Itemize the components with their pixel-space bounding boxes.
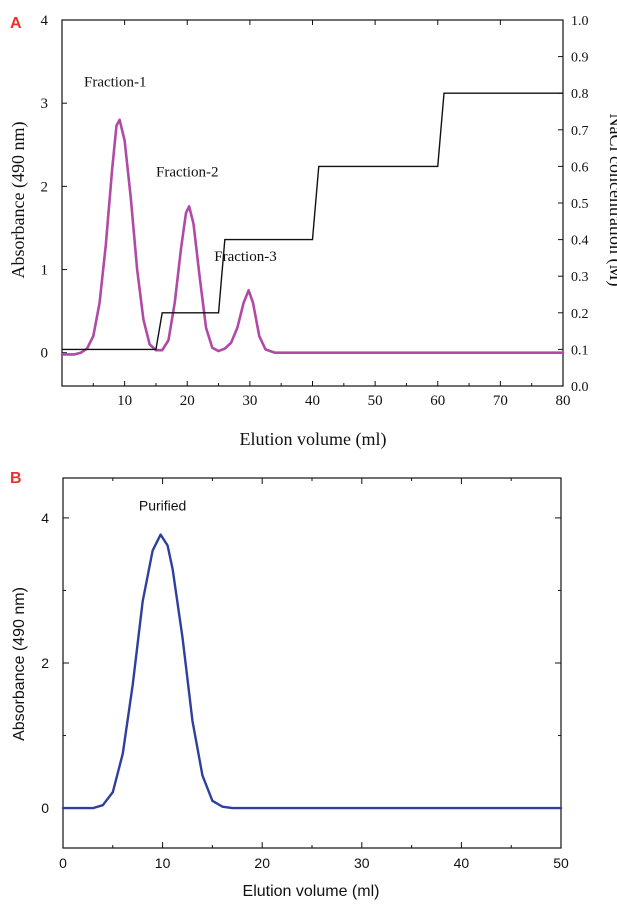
panel-b-x-axis-label: Elution volume (ml): [243, 883, 380, 900]
y-tick-label: 3: [41, 96, 49, 112]
y2-tick-label: 0.1: [571, 343, 589, 358]
x-tick-label: 10: [117, 393, 132, 409]
panel-a-series: [60, 92, 565, 356]
x-tick-label: 40: [454, 855, 470, 871]
panel-a-y-axis-label: Absorbance (490 nm): [8, 122, 29, 279]
panel-a-tick-labels: 10 20 30 40 50 60 70 80 0 1 2 3 4 0.0 0.1 0.2 0.3 0.4 0.5 0…: [41, 13, 589, 409]
y-tick-label: 4: [41, 510, 49, 526]
y2-tick-label: 0.7: [571, 124, 589, 139]
y-tick-label: 4: [41, 13, 49, 29]
panel-a-label: A: [10, 15, 22, 32]
x-tick-label: 50: [553, 855, 569, 871]
panel-b-series: [61, 533, 563, 810]
x-tick-label: 10: [155, 855, 171, 871]
y2-tick-label: 0.8: [571, 87, 589, 102]
x-tick-label: 60: [430, 393, 445, 409]
panel-b-plot-frame: [62, 477, 562, 849]
panel-a-x-axis-label: Elution volume (ml): [240, 429, 387, 450]
purified-series-line: [61, 533, 563, 810]
panel-b-tick-labels: 0 10 20 30 40 50 0 2 4: [41, 510, 569, 871]
x-tick-label: 20: [180, 393, 195, 409]
panel-b-axes: [62, 477, 562, 849]
y-tick-label: 1: [41, 263, 49, 279]
x-tick-label: 70: [493, 393, 508, 409]
x-tick-label: 0: [59, 855, 67, 871]
y2-tick-label: 0.2: [571, 307, 589, 322]
panel-b: B 0 10 20 30 40 50 0 2 4 Purified Elution volume…: [10, 470, 569, 900]
x-tick-label: 30: [242, 393, 257, 409]
y2-tick-label: 0.9: [571, 51, 589, 66]
x-tick-label: 20: [254, 855, 270, 871]
y2-tick-label: 0.6: [571, 160, 589, 175]
annotation-label: Fraction-1: [84, 75, 146, 91]
panel-b-annotations: Purified: [139, 498, 186, 514]
nacl-series-line: [62, 92, 563, 351]
absorbance-series-line: [60, 118, 565, 356]
annotation-label: Fraction-2: [156, 164, 218, 180]
panel-b-y-axis-label: Absorbance (490 nm): [11, 587, 28, 741]
y2-tick-label: 1.0: [571, 14, 589, 29]
y-tick-label: 0: [41, 346, 49, 362]
x-tick-label: 80: [556, 393, 571, 409]
panel-a-annotations: Fraction-1 Fraction-2 Fraction-3: [84, 75, 277, 266]
y-tick-label: 2: [41, 179, 49, 195]
y-tick-label: 0: [41, 800, 49, 816]
panel-a: A 10 20 30 40 50 60 70 80 0 1 2 3 4 0.0 0.1 0.2 0.3 0.4 0.…: [8, 13, 617, 450]
y2-tick-label: 0.3: [571, 270, 589, 285]
panel-b-ticks: [62, 478, 562, 848]
y-tick-label: 2: [41, 655, 49, 671]
y2-tick-label: 0.0: [571, 380, 589, 395]
x-tick-label: 40: [305, 393, 320, 409]
panel-a-y2-axis-label: NaCl concentration (M): [605, 114, 617, 287]
x-tick-label: 50: [368, 393, 383, 409]
annotation-label: Fraction-3: [214, 249, 276, 265]
y2-tick-label: 0.5: [571, 197, 589, 212]
panel-b-label: B: [10, 470, 22, 487]
annotation-label: Purified: [139, 498, 186, 514]
x-tick-label: 30: [354, 855, 370, 871]
y2-tick-label: 0.4: [571, 234, 589, 249]
